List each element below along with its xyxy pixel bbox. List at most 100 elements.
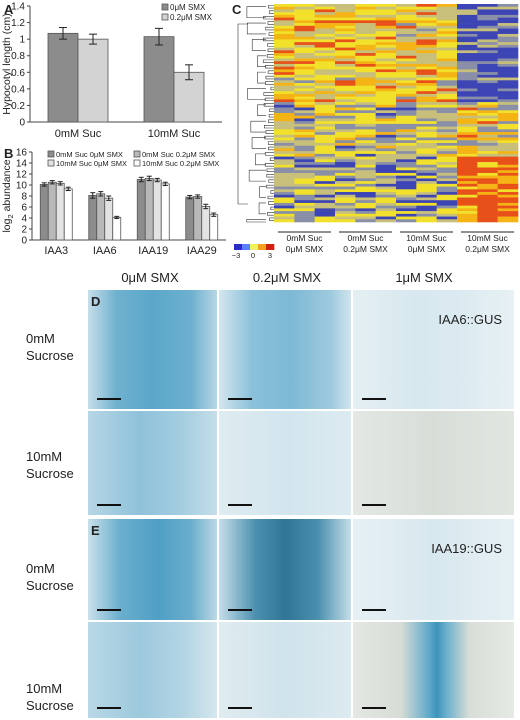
row-label-d-10mm-sucrose: 10mM Sucrose xyxy=(26,449,74,481)
heatmap-cell xyxy=(457,164,478,168)
heatmap-cell xyxy=(436,202,458,206)
heatmap-cell xyxy=(457,102,478,106)
heatmap-cell xyxy=(477,164,498,168)
heatmap-cell xyxy=(396,36,417,40)
heatmap-cell xyxy=(396,63,417,67)
heatmap-cell xyxy=(375,183,397,187)
heatmap-cell xyxy=(497,145,519,149)
heatmap-cell xyxy=(294,202,315,206)
heatmap-cell xyxy=(396,66,417,70)
heatmap-cell xyxy=(355,53,376,57)
heatmap-cell xyxy=(477,118,498,122)
heatmap-cell xyxy=(436,53,458,57)
colorbar-tick-label: 3 xyxy=(268,251,272,260)
heatmap-cell xyxy=(477,123,498,127)
heatmap-cell xyxy=(335,99,356,103)
heatmap-cell xyxy=(497,23,519,27)
heatmap-cell xyxy=(294,4,315,8)
heatmap-cell xyxy=(294,104,315,108)
heatmap-cell xyxy=(294,91,315,95)
heatmap-cell xyxy=(274,85,295,89)
heatmap-cell xyxy=(335,123,356,127)
heatmap-cell xyxy=(477,20,498,24)
heatmap-cell xyxy=(457,134,478,138)
heatmap-cell xyxy=(335,47,356,51)
heatmap-cell xyxy=(355,186,376,190)
heatmap-cell xyxy=(335,172,356,176)
heatmap-cell xyxy=(294,88,315,92)
heatmap-cell xyxy=(294,183,315,187)
heatmap-cell xyxy=(314,83,336,87)
heatmap-cell xyxy=(355,107,376,111)
heatmap-cell xyxy=(497,216,519,220)
heatmap-cell xyxy=(477,17,498,21)
y-axis-label-subscript: 2 xyxy=(6,214,15,218)
heatmap-cell xyxy=(314,12,336,16)
heatmap-cell xyxy=(355,200,376,204)
heatmap-cell xyxy=(457,148,478,152)
x-tick-label: IAA19 xyxy=(138,245,168,257)
heatmap-cell xyxy=(294,93,315,97)
heatmap-cell xyxy=(497,50,519,54)
heatmap-cell xyxy=(355,219,376,223)
heatmap-cell xyxy=(355,134,376,138)
heatmap-cell xyxy=(375,164,397,168)
heatmap-cell xyxy=(314,156,336,160)
heatmap-cell xyxy=(436,189,458,193)
bar xyxy=(143,36,175,123)
heatmap-cell xyxy=(477,137,498,141)
heatmap-cell xyxy=(314,140,336,144)
heatmap-cell xyxy=(497,121,519,125)
heatmap-cell xyxy=(335,113,356,117)
heatmap-cell xyxy=(294,178,315,182)
heatmap-cell xyxy=(335,31,356,35)
heatmap-cell xyxy=(396,200,417,204)
heatmap-cell xyxy=(436,72,458,76)
heatmap-cell xyxy=(355,202,376,206)
heatmap-cell xyxy=(355,126,376,130)
heatmap-cell xyxy=(396,47,417,51)
heatmap-cell xyxy=(396,132,417,136)
x-tick-label: IAA6 xyxy=(93,245,117,257)
heatmap-cell xyxy=(436,110,458,114)
heatmap-cell xyxy=(477,181,498,185)
heatmap-cell xyxy=(477,91,498,95)
heatmap-cell xyxy=(416,91,437,95)
heatmap-cell xyxy=(477,50,498,54)
y-tick-label: 0.4 xyxy=(11,84,25,95)
heatmap-cell xyxy=(457,17,478,21)
heatmap-cell xyxy=(314,42,336,46)
heatmap-cell xyxy=(355,151,376,155)
heatmap-cell xyxy=(436,69,458,73)
heatmap-cell xyxy=(274,219,295,223)
heatmap-cell xyxy=(355,137,376,141)
heatmap-cell xyxy=(375,53,397,57)
heatmap-cell xyxy=(457,172,478,176)
heatmap-cell xyxy=(274,208,295,212)
heatmap-cell xyxy=(375,83,397,87)
heatmap-cell xyxy=(335,93,356,97)
heatmap-cell xyxy=(436,175,458,179)
heatmap-cell xyxy=(335,107,356,111)
heatmap-cell xyxy=(396,72,417,76)
heatmap-cell xyxy=(375,74,397,78)
heatmap-cell xyxy=(497,6,519,10)
heatmap-cell xyxy=(416,28,437,32)
heatmap-cell xyxy=(294,44,315,48)
heatmap-cell xyxy=(335,77,356,81)
panel-letter-c: C xyxy=(232,2,242,17)
heatmap-cell xyxy=(294,66,315,70)
heatmap-cell xyxy=(314,107,336,111)
heatmap-cell xyxy=(355,164,376,168)
heatmap-cell xyxy=(314,216,336,220)
heatmap-cell xyxy=(436,164,458,168)
heatmap-cell xyxy=(457,142,478,146)
heatmap-cell xyxy=(375,113,397,117)
heatmap-cell xyxy=(294,148,315,152)
heatmap-cell xyxy=(375,148,397,152)
heatmap-cell xyxy=(375,39,397,43)
scale-bar xyxy=(362,398,386,400)
heatmap-cell xyxy=(477,69,498,73)
heatmap-cell xyxy=(436,23,458,27)
heatmap-cell xyxy=(335,213,356,217)
